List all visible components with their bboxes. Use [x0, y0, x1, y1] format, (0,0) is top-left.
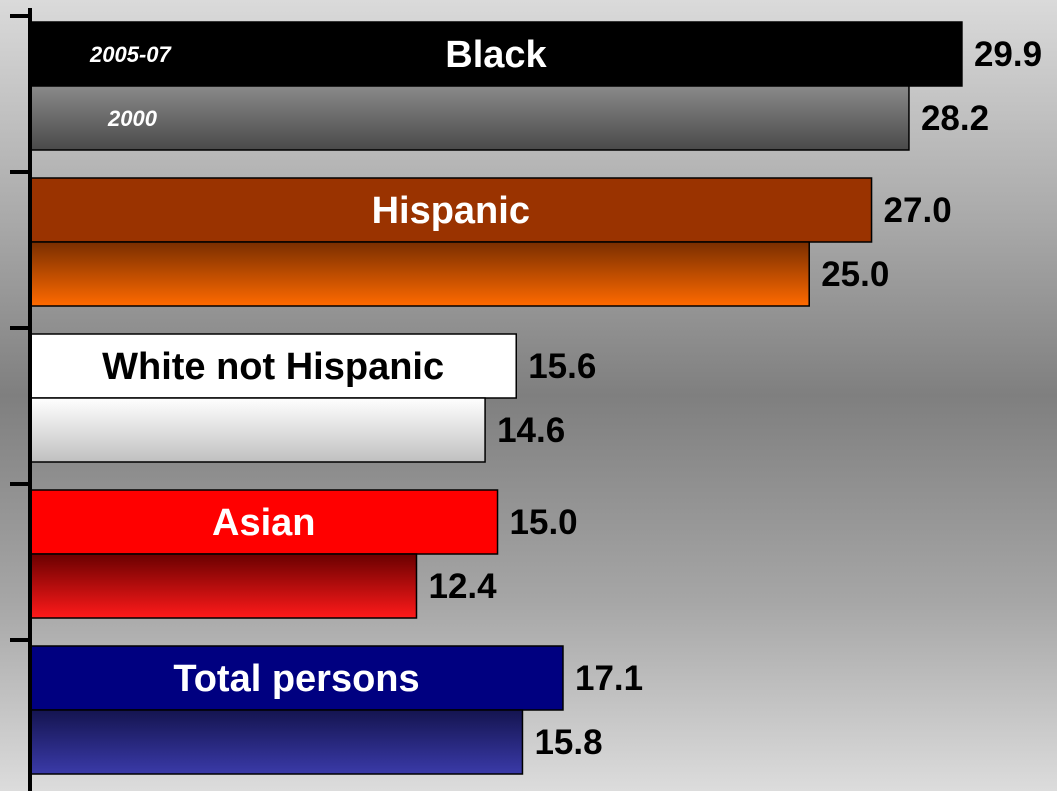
labels-layer: 29.9 28.2 Black 27.0 25.0 Hispanic 15.6 14.6 Whi… [89, 34, 1042, 762]
bar-total-persons-2005-07 [29, 645, 564, 711]
value-label-hispanic-2000: 25.0 [821, 255, 889, 294]
bars-layer [29, 21, 963, 775]
y-axis [10, 8, 32, 791]
bar-white-not-hispanic-2000 [29, 397, 486, 463]
category-label-black: Black [445, 34, 547, 76]
category-label-hispanic: Hispanic [372, 190, 530, 232]
value-label-hispanic-2005-07: 27.0 [884, 191, 952, 230]
value-label-total-persons-2000: 15.8 [534, 723, 602, 762]
value-label-black-2000: 28.2 [921, 99, 989, 138]
category-label-white-not-hispanic: White not Hispanic [102, 346, 444, 388]
category-label-asian: Asian [212, 502, 315, 544]
bar-black-2005-07 [29, 21, 963, 87]
category-label-total-persons: Total persons [173, 658, 419, 700]
bar-asian-2005-07 [29, 489, 499, 555]
value-label-white-not-hispanic-2000: 14.6 [497, 411, 565, 450]
value-label-white-not-hispanic-2005-07: 15.6 [528, 347, 596, 386]
bar-white-not-hispanic-2005-07 [29, 333, 517, 399]
bar-total-persons-2000 [29, 709, 524, 775]
bar-black-2000 [29, 85, 910, 151]
value-label-asian-2000: 12.4 [428, 567, 497, 606]
bar-asian-2000 [29, 553, 418, 619]
value-label-total-persons-2005-07: 17.1 [575, 659, 643, 698]
value-label-black-2005-07: 29.9 [974, 35, 1042, 74]
value-label-asian-2005-07: 15.0 [510, 503, 578, 542]
legend-label-2000: 2000 [107, 106, 158, 131]
bar-hispanic-2000 [29, 241, 810, 307]
legend-label-2005-07: 2005-07 [89, 42, 173, 67]
bar-hispanic-2005-07 [29, 177, 873, 243]
